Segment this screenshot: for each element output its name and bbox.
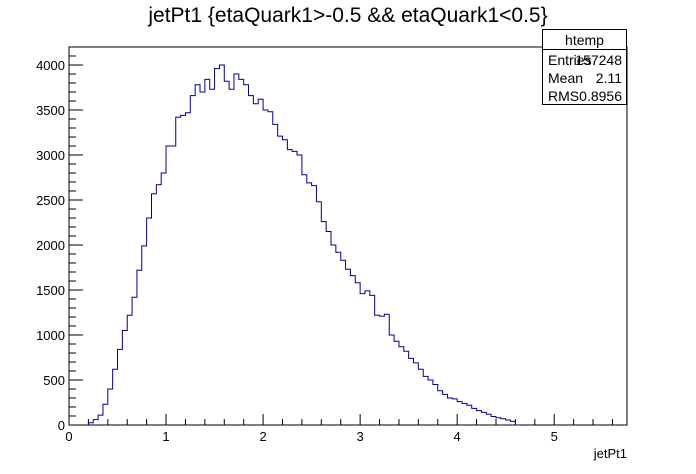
y-tick-label: 3000 (36, 148, 65, 163)
histogram-line (87, 64, 521, 426)
x-tick-label: 4 (454, 429, 461, 444)
stats-row-mean: Mean 2.11 (548, 69, 622, 87)
stats-label: RMS (548, 88, 580, 104)
tick-labels: 0 1 2 3 4 5 0 500 1000 1500 2000 2500 3000 3500 4000 (36, 58, 558, 444)
y-tick-label: 4000 (36, 58, 65, 73)
x-axis-label: jetPt1 (593, 446, 627, 461)
y-tick-label: 2500 (36, 193, 65, 208)
x-tick-label: 5 (551, 429, 558, 444)
x-tick-label: 2 (259, 429, 266, 444)
y-tick-label: 1000 (36, 328, 65, 343)
x-tick-label: 3 (357, 429, 364, 444)
x-tick-label: 0 (65, 429, 72, 444)
stats-box: htemp Entries 157248 Mean 2.11 RMS 0.895… (542, 29, 627, 105)
chart-title: jetPt1 {etaQuark1>-0.5 && etaQuark1<0.5} (148, 4, 548, 27)
axis-ticks (68, 46, 613, 426)
y-tick-label: 0 (58, 418, 65, 433)
stats-label: Entries (548, 52, 592, 68)
stats-value: 0.8956 (579, 88, 622, 104)
y-tick-label: 2000 (36, 238, 65, 253)
stats-label: Mean (548, 70, 584, 86)
stats-box-title: htemp (543, 30, 626, 50)
y-tick-label: 1500 (36, 283, 65, 298)
stats-row-rms: RMS 0.8956 (548, 87, 622, 105)
x-tick-label: 1 (162, 429, 169, 444)
stats-value: 157248 (575, 52, 622, 68)
y-tick-label: 500 (43, 373, 65, 388)
stats-value: 2.11 (595, 70, 622, 86)
y-tick-label: 3500 (36, 103, 65, 118)
stats-row-entries: Entries 157248 (548, 51, 622, 69)
